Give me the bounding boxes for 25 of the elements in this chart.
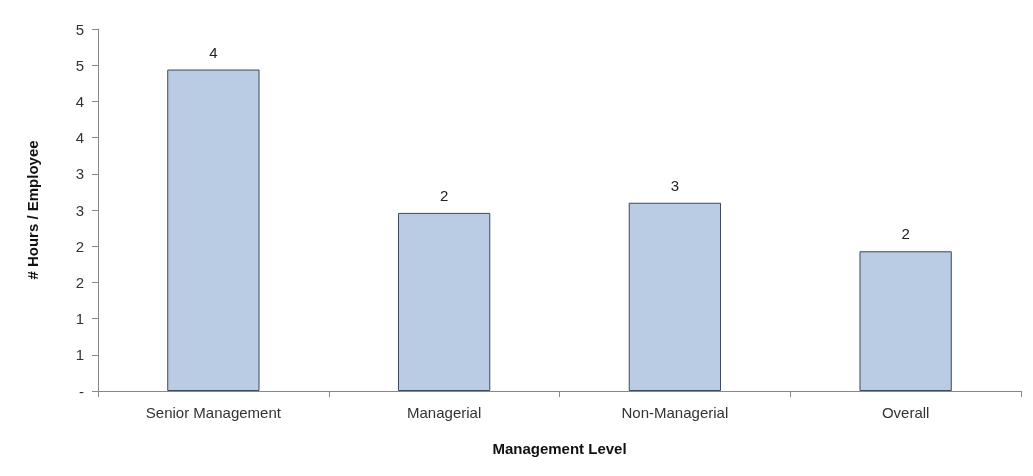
y-tick-label: 5 <box>75 20 84 38</box>
data-label: 2 <box>901 225 910 243</box>
y-tick-label: 2 <box>75 237 84 255</box>
y-tick-label: 1 <box>75 346 84 364</box>
data-label: 4 <box>209 43 218 61</box>
bar <box>167 69 260 391</box>
bar <box>628 202 722 391</box>
x-tick-label: Senior Management <box>145 404 282 421</box>
data-label: 2 <box>439 186 449 204</box>
y-tick-label: - <box>79 382 84 400</box>
y-tick-label: 1 <box>75 310 84 328</box>
x-tick-label: Non-Managerial <box>621 404 729 421</box>
x-axis-title: Management Level <box>492 440 627 457</box>
x-tick-label: Managerial <box>407 404 482 421</box>
y-tick-label: 3 <box>75 165 84 183</box>
y-tick-label: 2 <box>75 273 84 291</box>
data-label: 3 <box>670 176 680 194</box>
bar <box>859 251 952 391</box>
x-tick-label: Overall <box>881 404 930 421</box>
y-tick-label: 4 <box>75 129 84 147</box>
y-tick-label: 3 <box>75 201 84 219</box>
bar <box>397 212 491 391</box>
y-tick-label: 4 <box>75 92 84 110</box>
y-axis-title: # Hours / Employee <box>24 140 41 280</box>
y-tick-label: 5 <box>75 56 84 74</box>
